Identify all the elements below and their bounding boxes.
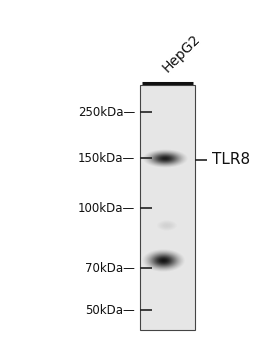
- Text: 150kDa—: 150kDa—: [78, 152, 135, 164]
- Text: TLR8: TLR8: [212, 153, 250, 168]
- Text: 50kDa—: 50kDa—: [85, 303, 135, 316]
- Text: 250kDa—: 250kDa—: [78, 105, 135, 119]
- Bar: [140, 85, 195, 330]
- Text: 100kDa—: 100kDa—: [78, 202, 135, 215]
- Text: HepG2: HepG2: [160, 32, 203, 75]
- Text: 70kDa—: 70kDa—: [85, 261, 135, 274]
